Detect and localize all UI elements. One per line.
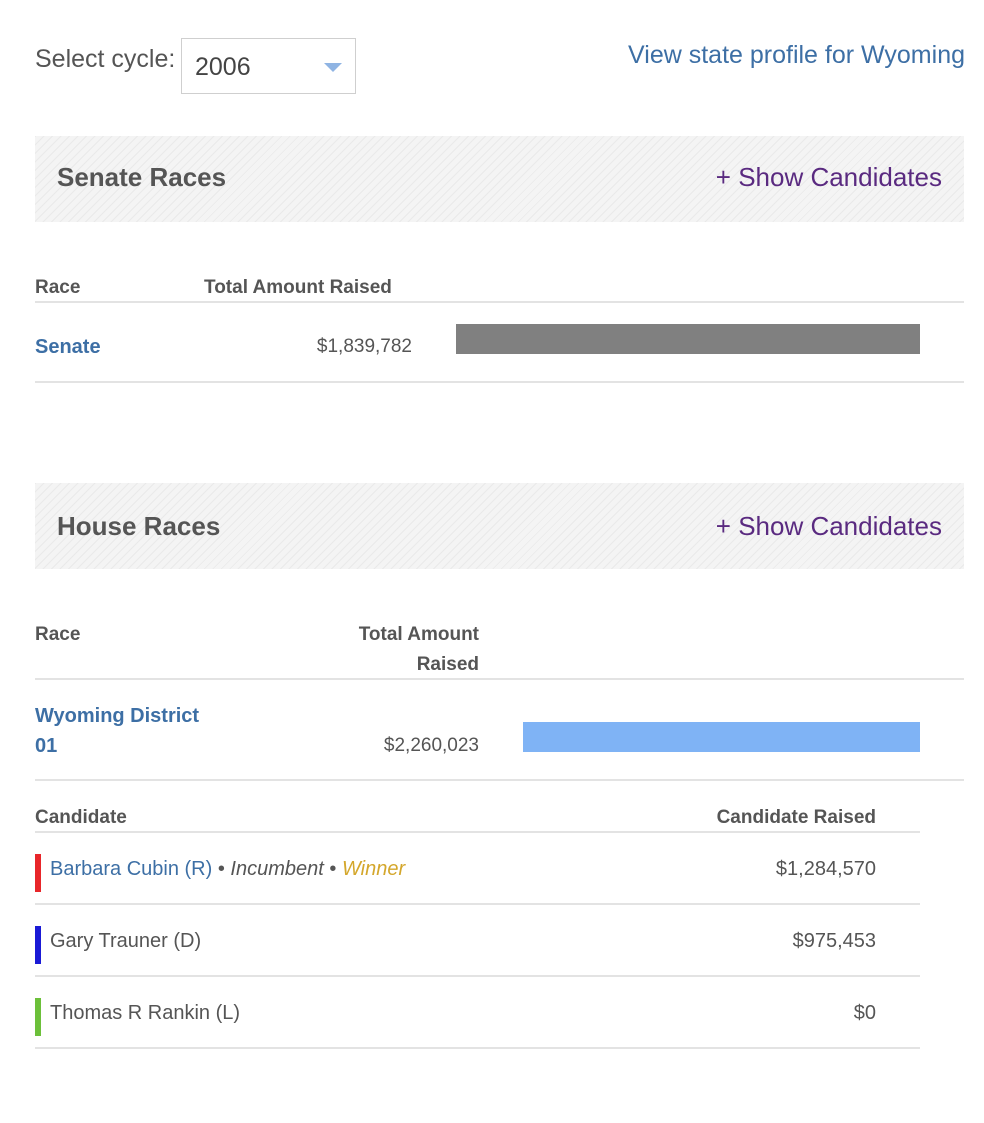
party-color-swatch xyxy=(35,926,41,964)
senate-races-title: Senate Races xyxy=(57,162,227,192)
senate-show-candidates-button[interactable]: + Show Candidates xyxy=(715,162,942,192)
house-race-total: $2,260,023 xyxy=(383,735,479,756)
candidates-col-raised: Candidate Raised xyxy=(716,807,876,828)
candidate-name-gary-trauner: Gary Trauner (D) xyxy=(50,930,202,952)
candidate-row-divider xyxy=(35,975,920,977)
house-race-bar xyxy=(523,722,920,752)
house-show-candidates-button[interactable]: + Show Candidates xyxy=(715,511,942,541)
state-profile-link[interactable]: View state profile for Wyoming xyxy=(628,41,965,69)
chevron-down-icon xyxy=(324,63,342,72)
candidate-raised-amount: $0 xyxy=(853,1002,876,1024)
senate-row-divider xyxy=(35,381,964,383)
house-header-divider xyxy=(35,678,964,680)
party-color-swatch xyxy=(35,854,41,892)
candidate-name-thomas-rankin: Thomas R Rankin (L) xyxy=(50,1002,241,1024)
cycle-selected-value: 2006 xyxy=(195,53,251,81)
house-col-total-line1: Total Amount xyxy=(358,624,479,645)
senate-race-total: $1,839,782 xyxy=(316,336,412,357)
bullet-separator: • xyxy=(323,858,342,880)
house-section-header: House Races + Show Candidates xyxy=(35,483,964,569)
candidates-col-candidate: Candidate xyxy=(35,807,127,828)
cycle-label: Select cycle: xyxy=(35,45,176,73)
house-col-race: Race xyxy=(35,624,81,645)
candidate-row-divider xyxy=(35,1047,920,1049)
senate-col-race: Race xyxy=(35,277,81,298)
candidate-raised-amount: $1,284,570 xyxy=(775,858,876,880)
senate-col-total: Total Amount Raised xyxy=(204,277,392,298)
bullet-separator: • xyxy=(212,858,231,880)
house-col-total-line2: Raised xyxy=(416,654,479,675)
house-race-link[interactable]: Wyoming District 01 xyxy=(35,701,199,761)
candidate-name-link[interactable]: Barbara Cubin (R) xyxy=(50,858,213,880)
senate-race-bar xyxy=(456,324,920,354)
candidate-row-barbara-cubin: Barbara Cubin (R) • Incumbent • Winner xyxy=(50,854,405,884)
senate-race-link[interactable]: Senate xyxy=(35,336,101,358)
senate-header-divider xyxy=(35,301,964,303)
senate-section-header: Senate Races + Show Candidates xyxy=(35,136,964,222)
party-color-swatch xyxy=(35,998,41,1036)
candidate-raised-amount: $975,453 xyxy=(792,930,876,952)
candidates-header-divider xyxy=(35,831,920,833)
house-race-link-line2: 01 xyxy=(35,735,58,757)
cycle-select[interactable]: 2006 xyxy=(181,38,356,94)
house-race-link-line1: Wyoming District xyxy=(35,705,200,727)
house-row-divider xyxy=(35,779,964,781)
house-races-title: House Races xyxy=(57,511,221,541)
incumbent-label: Incumbent xyxy=(230,858,324,880)
candidate-row-divider xyxy=(35,903,920,905)
winner-label: Winner xyxy=(341,858,406,880)
